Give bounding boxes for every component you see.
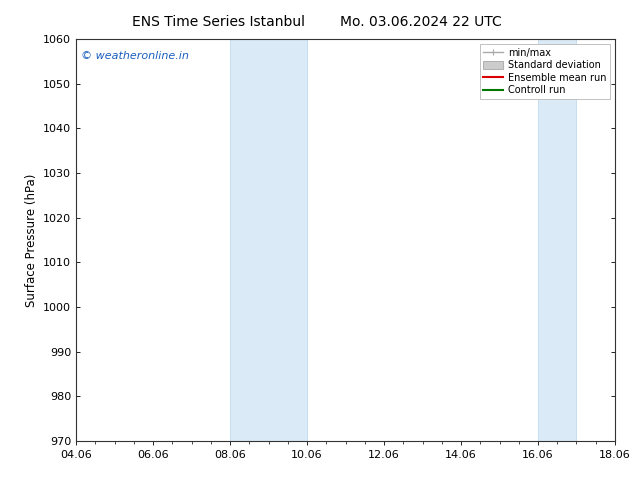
Legend: min/max, Standard deviation, Ensemble mean run, Controll run: min/max, Standard deviation, Ensemble me… <box>479 44 610 99</box>
Text: © weatheronline.in: © weatheronline.in <box>81 51 190 61</box>
Text: ENS Time Series Istanbul        Mo. 03.06.2024 22 UTC: ENS Time Series Istanbul Mo. 03.06.2024 … <box>132 15 502 29</box>
Bar <box>538 39 576 441</box>
Bar <box>230 39 307 441</box>
Y-axis label: Surface Pressure (hPa): Surface Pressure (hPa) <box>25 173 37 307</box>
